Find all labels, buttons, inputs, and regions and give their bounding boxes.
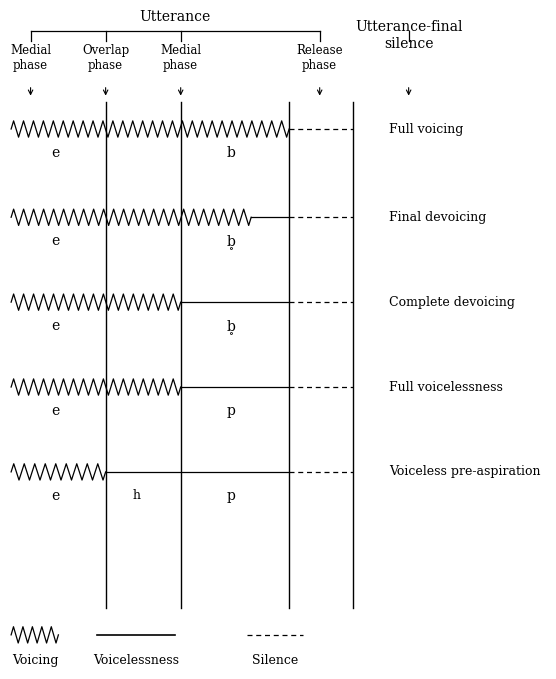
Text: e: e (52, 146, 59, 160)
Text: e: e (52, 489, 59, 503)
Text: Voicing: Voicing (12, 654, 58, 667)
Text: e: e (52, 234, 59, 249)
Text: h: h (132, 489, 140, 502)
Text: Utterance-final
silence: Utterance-final silence (355, 20, 463, 50)
Text: e: e (52, 319, 59, 333)
Text: Voiceless pre-aspiration: Voiceless pre-aspiration (389, 465, 540, 479)
Text: Overlap
phase: Overlap phase (82, 44, 129, 72)
Text: Medial
phase: Medial phase (10, 44, 51, 72)
Text: b̥: b̥ (226, 319, 235, 334)
Text: e: e (52, 404, 59, 418)
Text: Medial
phase: Medial phase (160, 44, 201, 72)
Text: p: p (226, 404, 235, 418)
Text: b̥: b̥ (226, 234, 235, 249)
Text: Silence: Silence (252, 654, 299, 667)
Text: p: p (226, 489, 235, 503)
Text: Release
phase: Release phase (296, 44, 343, 72)
Text: Voicelessness: Voicelessness (93, 654, 179, 667)
Text: Utterance: Utterance (140, 10, 211, 24)
Text: Full voicelessness: Full voicelessness (389, 380, 503, 394)
Text: Complete devoicing: Complete devoicing (389, 295, 515, 309)
Text: b: b (226, 146, 235, 160)
Text: Full voicing: Full voicing (389, 122, 464, 136)
Text: Final devoicing: Final devoicing (389, 210, 486, 224)
